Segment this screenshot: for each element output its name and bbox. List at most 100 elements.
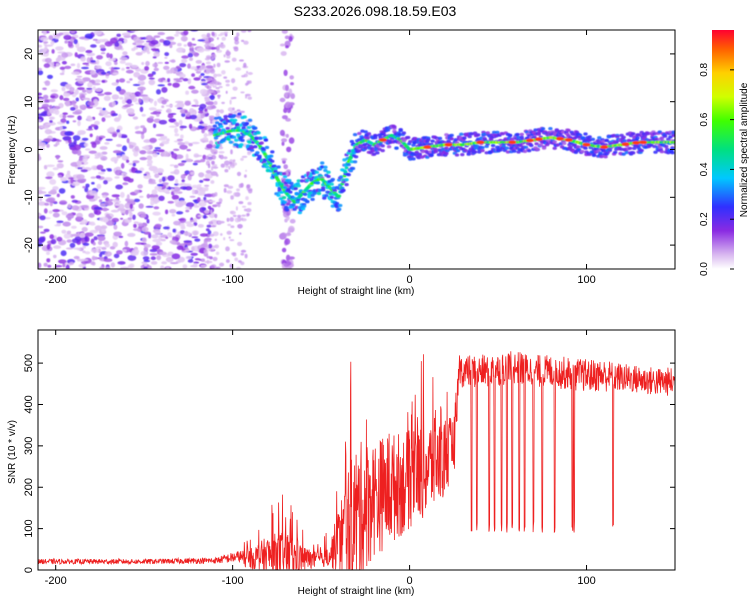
heatmap-cell	[186, 223, 195, 228]
heatmap-cell	[134, 189, 140, 194]
heatmap-cell	[157, 61, 164, 64]
heatmap-cell	[226, 49, 230, 55]
heatmap-cell	[60, 177, 67, 182]
heatmap-cell	[127, 264, 134, 269]
heatmap-cell	[247, 72, 253, 75]
heatmap-cell	[329, 182, 334, 186]
heatmap-cell	[229, 99, 232, 105]
heatmap-cell	[202, 178, 210, 181]
heatmap-cell	[141, 62, 145, 65]
heatmap-cell	[176, 138, 184, 142]
heatmap-cell	[172, 82, 180, 88]
heatmap-cell	[71, 238, 80, 244]
heatmap-cell	[76, 62, 81, 69]
heatmap-cell	[153, 170, 158, 174]
heatmap-cell	[214, 203, 220, 206]
heatmap-cell	[41, 103, 50, 109]
heatmap-cell	[206, 126, 210, 130]
heatmap-cell	[243, 208, 247, 212]
heatmap-cell	[53, 254, 57, 259]
heatmap-cell	[114, 61, 118, 65]
heatmap-cell	[631, 151, 636, 155]
heatmap-cell	[344, 178, 349, 182]
heatmap-cell	[238, 201, 244, 205]
heatmap-cell	[62, 262, 66, 268]
heatmap-cell	[85, 183, 90, 188]
heatmap-cell	[207, 205, 212, 210]
heatmap-cell	[174, 133, 180, 137]
colorbar-label: Normalized spectral amplitude	[739, 82, 750, 217]
heatmap-cell	[171, 153, 178, 159]
heatmap-cell	[185, 255, 192, 260]
heatmap-cell	[71, 199, 79, 203]
heatmap-cell	[80, 56, 86, 62]
y-tick-label: 400	[23, 395, 35, 413]
heatmap-cell	[291, 203, 296, 207]
heatmap-cell	[664, 144, 669, 149]
heatmap-cell	[74, 52, 78, 58]
heatmap-cell	[221, 36, 226, 41]
heatmap-cell	[233, 159, 236, 163]
heatmap-cell	[213, 91, 216, 96]
heatmap-cell	[197, 184, 202, 187]
heatmap-cell	[240, 249, 247, 253]
heatmap-cell	[97, 39, 106, 43]
heatmap-cell	[68, 139, 72, 144]
heatmap-cell	[466, 152, 471, 156]
heatmap-cell	[603, 155, 608, 159]
heatmap-cell	[216, 37, 219, 40]
heatmap-cell	[99, 266, 105, 269]
heatmap-cell	[158, 178, 163, 183]
heatmap-cell	[153, 100, 158, 107]
heatmap-cell	[344, 183, 349, 187]
heatmap-cell	[122, 145, 127, 152]
heatmap-cell	[231, 135, 237, 139]
heatmap-cell	[175, 122, 180, 127]
heatmap-cell	[146, 155, 153, 161]
heatmap-cell	[135, 52, 143, 56]
heatmap-cell	[126, 137, 130, 144]
colorbar-tick-label: 0.2	[699, 212, 710, 226]
heatmap-cell	[199, 180, 204, 183]
snr-frame	[37, 329, 676, 571]
heatmap-cell	[38, 186, 46, 190]
heatmap-cell	[343, 170, 348, 174]
heatmap-cell	[179, 144, 188, 150]
heatmap-cell	[515, 132, 520, 137]
heatmap-cell	[154, 185, 163, 191]
heatmap-cell	[236, 171, 242, 177]
heatmap-cell	[46, 143, 50, 148]
heatmap-cell	[283, 164, 289, 170]
heatmap-cell	[190, 171, 195, 175]
heatmap-cell	[283, 263, 290, 267]
heatmap-cell	[158, 119, 168, 125]
heatmap-cell	[217, 220, 222, 224]
heatmap-cell	[281, 157, 288, 161]
heatmap-cell	[138, 98, 142, 104]
heatmap-cell	[119, 56, 128, 61]
heatmap-cell	[232, 107, 235, 111]
heatmap-cell	[259, 141, 264, 145]
heatmap-cell	[454, 153, 460, 157]
heatmap-cell	[249, 148, 255, 152]
heatmap-cell	[150, 48, 160, 51]
heatmap-cell	[285, 133, 289, 138]
heatmap-cell	[233, 110, 238, 114]
heatmap-cell	[103, 115, 112, 118]
heatmap-cell	[241, 75, 246, 78]
heatmap-cell	[189, 108, 195, 114]
heatmap-cell	[247, 118, 253, 122]
heatmap-cell	[191, 104, 200, 107]
heatmap-cell	[43, 208, 48, 214]
heatmap-cell	[408, 157, 413, 161]
heatmap-cell	[65, 84, 71, 88]
heatmap-cell	[296, 184, 301, 188]
heatmap-cell	[107, 112, 112, 114]
heatmap-cell	[94, 120, 100, 126]
x-tick-label: 0	[407, 575, 413, 587]
heatmap-cell	[357, 131, 362, 136]
heatmap-cell	[191, 188, 195, 195]
heatmap-cell	[649, 143, 654, 147]
heatmap-cell	[242, 115, 247, 119]
heatmap-cell	[414, 150, 419, 154]
